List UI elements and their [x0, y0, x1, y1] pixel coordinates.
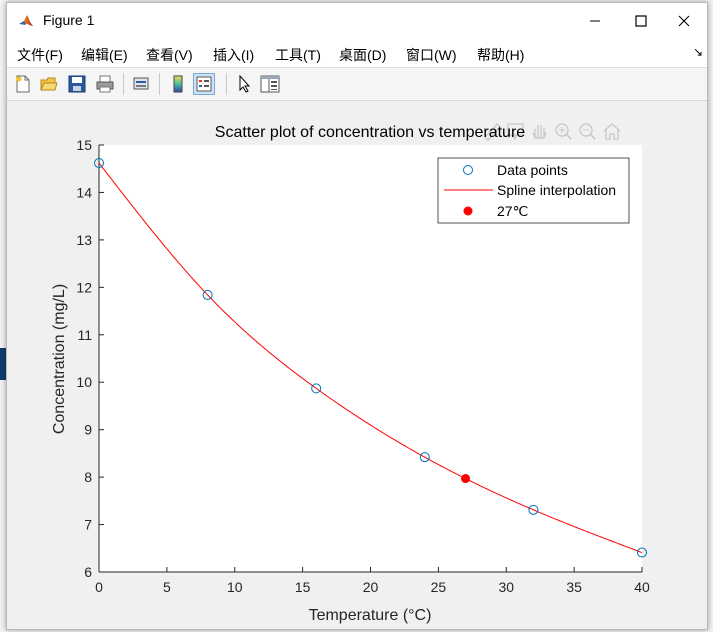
x-tick-label: 20 — [363, 579, 379, 595]
zoom-in-icon[interactable] — [553, 121, 575, 141]
chart-svg: Scatter plot of concentration vs tempera… — [51, 124, 650, 624]
folder-open-icon — [40, 77, 58, 91]
data-point — [528, 504, 539, 515]
maximize-button[interactable] — [618, 3, 664, 39]
x-tick-label: 35 — [566, 579, 582, 595]
figure-canvas: Scatter plot of concentration vs tempera… — [7, 101, 707, 629]
y-tick-label: 9 — [84, 422, 92, 438]
spline-interpolation-line — [98, 162, 643, 554]
y-tick-label: 14 — [76, 184, 92, 200]
background-window-edge — [0, 0, 10, 632]
data-point — [94, 158, 104, 169]
y-tick-label: 13 — [76, 232, 92, 248]
x-tick-label: 5 — [163, 579, 171, 595]
close-icon — [678, 15, 690, 27]
highlight-point-27c — [461, 474, 471, 484]
x-tick-label: 25 — [431, 579, 447, 595]
menu-help[interactable]: 帮助(H) — [477, 47, 525, 63]
zoom-out-icon[interactable] — [577, 121, 599, 141]
property-inspector-icon — [260, 75, 280, 93]
print-preview-icon — [133, 77, 149, 90]
brush-icon[interactable] — [481, 121, 503, 141]
series-layer — [94, 158, 647, 558]
figure-toolbar — [7, 68, 707, 101]
x-tick-label: 40 — [634, 579, 650, 595]
y-tick-label: 10 — [76, 374, 92, 390]
window-title: Figure 1 — [43, 12, 95, 28]
y-tick-label: 12 — [76, 279, 92, 295]
matlab-logo-icon — [17, 12, 35, 30]
print-button[interactable] — [94, 73, 116, 95]
menu-file[interactable]: 文件(F) — [17, 47, 63, 63]
maximize-icon — [635, 15, 647, 27]
legend-label-data-points: Data points — [497, 162, 568, 178]
title-bar[interactable]: Figure 1 — [7, 3, 707, 39]
y-tick-label: 6 — [84, 564, 92, 580]
axes-toolbar — [481, 121, 623, 141]
edit-plot-button[interactable] — [233, 73, 255, 95]
minimize-icon — [590, 20, 600, 22]
legend-marker-highlight — [463, 206, 473, 216]
data-point — [311, 383, 322, 394]
menu-view[interactable]: 查看(V) — [146, 47, 193, 63]
menu-desktop[interactable]: 桌面(D) — [339, 47, 387, 63]
print-preview-button[interactable] — [130, 73, 152, 95]
colorbar-button[interactable] — [167, 73, 189, 95]
colorbar-icon — [173, 75, 183, 93]
legend-icon — [196, 76, 212, 92]
y-tick-label: 8 — [84, 469, 92, 485]
floppy-save-icon — [68, 75, 86, 93]
new-file-icon — [16, 75, 30, 93]
close-button[interactable] — [661, 3, 707, 39]
y-tick-label: 11 — [77, 327, 92, 343]
menu-bar: 文件(F) 编辑(E) 查看(V) 插入(I) 工具(T) 桌面(D) 窗口(W… — [7, 39, 707, 68]
x-axis-label: Temperature (°C) — [309, 607, 432, 624]
menu-edit[interactable]: 编辑(E) — [81, 47, 128, 63]
x-tick-label: 15 — [295, 579, 311, 595]
restore-view-home-icon[interactable] — [601, 121, 623, 141]
legend-button[interactable] — [193, 73, 215, 95]
data-point — [419, 452, 430, 463]
pan-hand-icon[interactable] — [529, 121, 551, 141]
save-button[interactable] — [66, 73, 88, 95]
menu-window[interactable]: 窗口(W) — [406, 47, 457, 63]
figure-window: Figure 1 文件(F) 编辑(E) 查看(V) 插入(I) 工具(T) 桌… — [6, 2, 708, 630]
data-point — [637, 547, 647, 558]
y-axis-label: Concentration (mg/L) — [51, 284, 68, 434]
legend-label-highlight: 27℃ — [497, 203, 528, 219]
x-tick-label: 10 — [227, 579, 243, 595]
legend[interactable]: Data points Spline interpolation 27℃ — [437, 157, 630, 224]
data-point — [202, 289, 213, 300]
pointer-arrow-icon — [239, 75, 251, 93]
printer-icon — [96, 75, 114, 93]
menu-overflow-icon[interactable]: ↘ — [692, 45, 703, 59]
menu-insert[interactable]: 插入(I) — [213, 47, 255, 63]
x-tick-label: 30 — [498, 579, 514, 595]
menu-tools[interactable]: 工具(T) — [275, 47, 321, 63]
axes: 0 5 10 15 20 25 30 35 40 6 7 8 9 10 11 12 13 14 15 — [76, 137, 650, 595]
y-tick-label: 7 — [84, 517, 92, 533]
y-tick-label: 15 — [76, 137, 92, 153]
x-tick-label: 0 — [95, 579, 103, 595]
chart-title: Scatter plot of concentration vs tempera… — [215, 124, 525, 141]
data-tips-icon[interactable] — [505, 121, 527, 141]
new-figure-button[interactable] — [12, 73, 34, 95]
legend-label-spline: Spline interpolation — [497, 182, 616, 198]
minimize-button[interactable] — [572, 3, 618, 39]
legend-marker-data-points — [463, 165, 473, 175]
property-inspector-button[interactable] — [259, 73, 281, 95]
open-file-button[interactable] — [38, 73, 60, 95]
